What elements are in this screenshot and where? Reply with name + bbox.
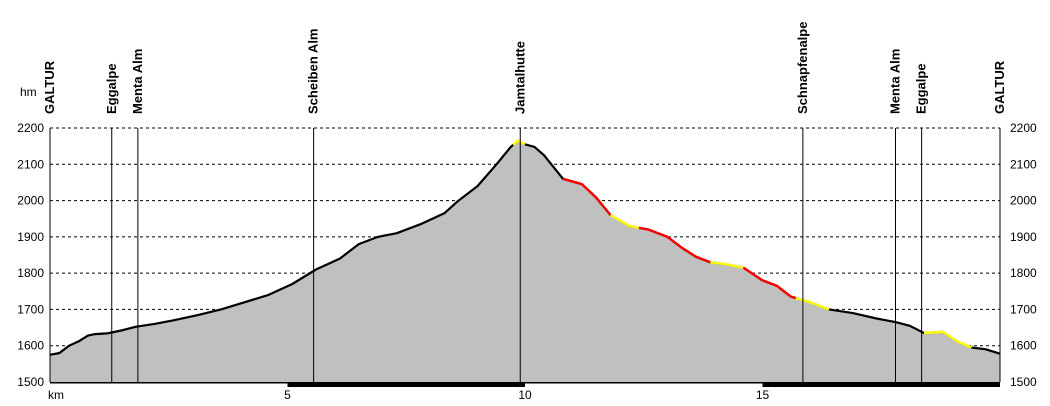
highlight-segment-yellow bbox=[923, 330, 972, 349]
y-tick-label-right: 1600 bbox=[1010, 339, 1037, 353]
highlight-segment-red bbox=[742, 266, 797, 300]
waypoint-label: GALTUR bbox=[42, 60, 57, 114]
waypoint-label: GALTUR bbox=[992, 60, 1007, 114]
highlight-segment-yellow bbox=[512, 139, 526, 146]
y-tick-label-left: 1700 bbox=[17, 302, 44, 316]
y-tick-label-left: 1900 bbox=[17, 230, 44, 244]
axes: 1500 1500 1600 1600 1700 1700 1800 1800 1900 1900… bbox=[17, 121, 1037, 402]
y-tick-label-left: 2000 bbox=[17, 194, 44, 208]
elevation-line bbox=[49, 139, 1001, 356]
y-tick-label-right: 2000 bbox=[1010, 194, 1037, 208]
waypoint-label: Schnapfenalpe bbox=[795, 22, 810, 114]
x-tick-label: 15 bbox=[756, 388, 770, 402]
km-scale-segment bbox=[762, 382, 1000, 387]
waypoint-markers: GALTUR Eggalpe Menta Alm Scheiben Alm Jamtal… bbox=[42, 22, 1007, 382]
km-scale-segment bbox=[525, 382, 763, 384]
x-tick-label: 10 bbox=[518, 388, 532, 402]
y-tick-label-right: 2100 bbox=[1010, 157, 1037, 171]
waypoint-label: Menta Alm bbox=[888, 49, 903, 114]
highlight-segment-yellow bbox=[710, 261, 744, 269]
y-tick-label-left: 2200 bbox=[17, 121, 44, 135]
profile-area bbox=[49, 139, 1001, 382]
waypoint-label: Menta Alm bbox=[130, 49, 145, 114]
km-scale-segment bbox=[50, 382, 288, 384]
waypoint-label: Jamtalhutte bbox=[512, 41, 527, 114]
y-tick-label-left: 2100 bbox=[17, 157, 44, 171]
y-tick-label-right: 2200 bbox=[1010, 121, 1037, 135]
x-axis-unit-label: km bbox=[48, 388, 64, 402]
y-tick-label-right: 1800 bbox=[1010, 266, 1037, 280]
elevation-area bbox=[50, 140, 1000, 382]
y-tick-label-left: 1800 bbox=[17, 266, 44, 280]
highlight-segment-red bbox=[562, 177, 612, 216]
y-axis-unit-label: hm bbox=[20, 85, 37, 99]
y-tick-label-right: 1700 bbox=[1010, 302, 1037, 316]
highlight-segment-red bbox=[638, 226, 711, 264]
y-tick-label-right: 1900 bbox=[1010, 230, 1037, 244]
highlight-segment-yellow bbox=[609, 214, 640, 229]
x-tick-label: 5 bbox=[284, 388, 291, 402]
y-tick-label-left: 1600 bbox=[17, 339, 44, 353]
km-scale-segment bbox=[287, 382, 525, 387]
y-tick-label-left: 1500 bbox=[17, 375, 44, 389]
waypoint-label: Eggalpe bbox=[104, 63, 119, 114]
y-tick-label-right: 1500 bbox=[1010, 375, 1037, 389]
highlight-segment-yellow bbox=[795, 296, 830, 311]
waypoint-label: Scheiben Alm bbox=[306, 29, 321, 114]
waypoint-label: Eggalpe bbox=[914, 63, 929, 114]
